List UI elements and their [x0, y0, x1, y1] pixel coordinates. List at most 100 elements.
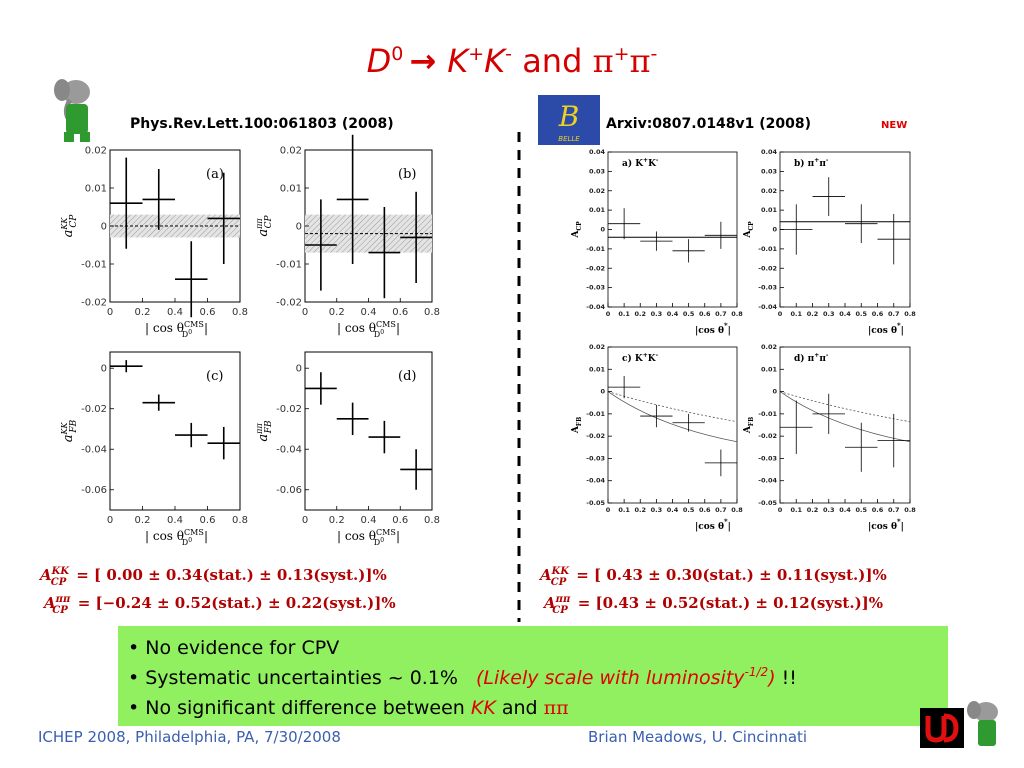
- x-tick-label: 0.1: [618, 310, 630, 318]
- bullet-text: -1/2: [745, 665, 769, 679]
- y-label-part: a: [256, 434, 271, 442]
- y-tick-label: 0.01: [280, 184, 302, 195]
- y-tick-label: -0.03: [586, 284, 605, 292]
- equation-part: A: [42, 594, 56, 612]
- y-label-part: CP: [69, 214, 79, 228]
- equation-part: CP: [551, 577, 567, 588]
- y-tick-label: -0.04: [758, 303, 777, 311]
- elephant-icon: [54, 79, 90, 142]
- title-part: K: [447, 42, 471, 80]
- y-label-part: A: [571, 425, 581, 434]
- left-reference: Phys.Rev.Lett.100:061803 (2008): [130, 116, 394, 132]
- slide-title: D0 → K+K- and π+π-: [367, 42, 658, 80]
- title-part: K: [484, 42, 508, 80]
- x-tick-label: 0.8: [731, 310, 743, 318]
- y-tick-label: -0.03: [758, 284, 777, 292]
- bullet-text: and: [496, 697, 544, 719]
- x-label-part: 0: [188, 537, 192, 544]
- y-label-part: A: [743, 425, 753, 434]
- y-tick-label: -0.02: [758, 432, 777, 440]
- y-tick-label: 0: [772, 226, 777, 234]
- panel-label-part: +: [814, 157, 819, 164]
- uc-logo: [920, 708, 964, 748]
- x-label-part: | cos θ: [337, 529, 376, 543]
- title-part: π: [630, 42, 651, 80]
- panel-label-part: -: [656, 352, 659, 359]
- plot-panel: 0 0.2 0.4 0.6 0.8 0.02 0.01 0 -0.01 -0.02 (a) aKKCP…: [60, 146, 248, 340]
- panel-label: (a): [206, 167, 224, 182]
- equation: Aππ CP = [0.43 ± 0.52(stat.) ± 0.12(syst.)…: [542, 594, 883, 616]
- y-label-part: A: [743, 230, 753, 239]
- y-tick-label: -0.02: [586, 432, 605, 440]
- model-curve: [607, 391, 738, 423]
- x-label-part: |: [204, 321, 208, 335]
- x-tick-label: 0.5: [855, 506, 867, 514]
- x-label-part: |: [901, 522, 904, 532]
- y-tick-label: 0.02: [761, 187, 777, 195]
- bullet-text: ): [766, 667, 775, 689]
- x-label-part: 0: [380, 329, 384, 336]
- x-label-part: |cos θ: [695, 326, 724, 336]
- panel-label-part: (a): [206, 167, 224, 182]
- x-label-part: |: [728, 326, 731, 336]
- x-label-part: D: [374, 538, 380, 547]
- belle-logo: B BELLE: [538, 95, 600, 145]
- y-axis-label: ACP: [571, 221, 583, 239]
- x-label-part: |: [728, 522, 731, 532]
- y-tick-label: -0.05: [586, 499, 605, 507]
- x-label-part: |cos θ: [695, 522, 724, 532]
- y-label-part: FB: [69, 419, 79, 433]
- bullet-text: ππ: [544, 697, 569, 719]
- equation-part: ππ: [555, 594, 571, 605]
- model-curve: [779, 391, 911, 423]
- y-tick-label: -0.02: [276, 298, 302, 309]
- x-tick-label: 0.2: [135, 515, 151, 526]
- x-tick-label: 0: [778, 310, 783, 318]
- x-axis-label: | cos θCMS D0 |: [337, 320, 400, 339]
- x-tick-label: 0.6: [699, 506, 711, 514]
- x-tick-label: 0: [606, 506, 611, 514]
- equation-part: A: [542, 594, 556, 612]
- x-tick-label: 0.2: [135, 307, 151, 318]
- y-axis-label: ACP: [743, 221, 755, 239]
- x-tick-label: 0.4: [667, 310, 679, 318]
- y-label-part: KK: [60, 422, 69, 436]
- x-tick-label: 0.4: [839, 506, 851, 514]
- x-tick-label: 0.7: [888, 310, 900, 318]
- y-tick-label: -0.02: [758, 264, 777, 272]
- x-axis-label: | cos θCMS D0 |: [145, 320, 208, 339]
- x-axis-label: |cos θ*|: [695, 517, 731, 532]
- y-tick-label: -0.05: [758, 499, 777, 507]
- equation-part: A: [538, 566, 552, 584]
- y-tick-label: -0.02: [276, 404, 302, 415]
- x-label-part: D: [182, 330, 188, 339]
- bullet-text: (Likely scale with luminosity: [476, 667, 745, 689]
- panel-label-part: -: [656, 157, 659, 164]
- x-tick-label: 0.6: [392, 307, 408, 318]
- logo-text: BELLE: [558, 135, 580, 143]
- x-tick-label: 0.8: [424, 515, 440, 526]
- plot-frame: [304, 351, 433, 511]
- plot-frame: [779, 346, 911, 504]
- y-tick-label: 0.01: [761, 365, 778, 373]
- panel-label-part: c) K: [622, 353, 644, 364]
- x-tick-label: 0.4: [839, 310, 851, 318]
- title-part: →: [409, 42, 447, 80]
- bullet-text: !!: [782, 667, 797, 689]
- equation: Aππ CP = [−0.24 ± 0.52(stat.) ± 0.22(syst.…: [42, 594, 396, 616]
- plots: 0 0.2 0.4 0.6 0.8 0.02 0.01 0 - 0.01 -0.02 (a) a KK CP…: [60, 134, 916, 547]
- x-tick-label: 0.5: [855, 310, 867, 318]
- y-tick-label: 0: [772, 388, 777, 396]
- x-tick-label: 0: [302, 515, 308, 526]
- y-label-part: FB: [576, 417, 583, 426]
- panel-label: b) π+π-: [794, 157, 829, 169]
- footer-left: ICHEP 2008, Philadelphia, PA, 7/30/2008: [38, 728, 341, 746]
- y-tick-label: -0.02: [81, 404, 107, 415]
- y-tick-label: 0.01: [761, 206, 778, 214]
- equation-part: = [ 0.00 ± 0.34(stat.) ± 0.13(syst.)]%: [76, 566, 386, 584]
- equation-part: CP: [52, 605, 68, 616]
- bullet-text: • No evidence for CPV: [128, 637, 339, 659]
- y-axis-label: aππCP: [255, 214, 274, 236]
- equation: AKK CP = [ 0.00 ± 0.34(stat.) ± 0.13(syst.…: [38, 566, 387, 588]
- plot-panel: 0 0.2 0.4 0.6 0.8 0 -0.02 -0.04 -0.06 (d) aππFB | c…: [255, 351, 440, 547]
